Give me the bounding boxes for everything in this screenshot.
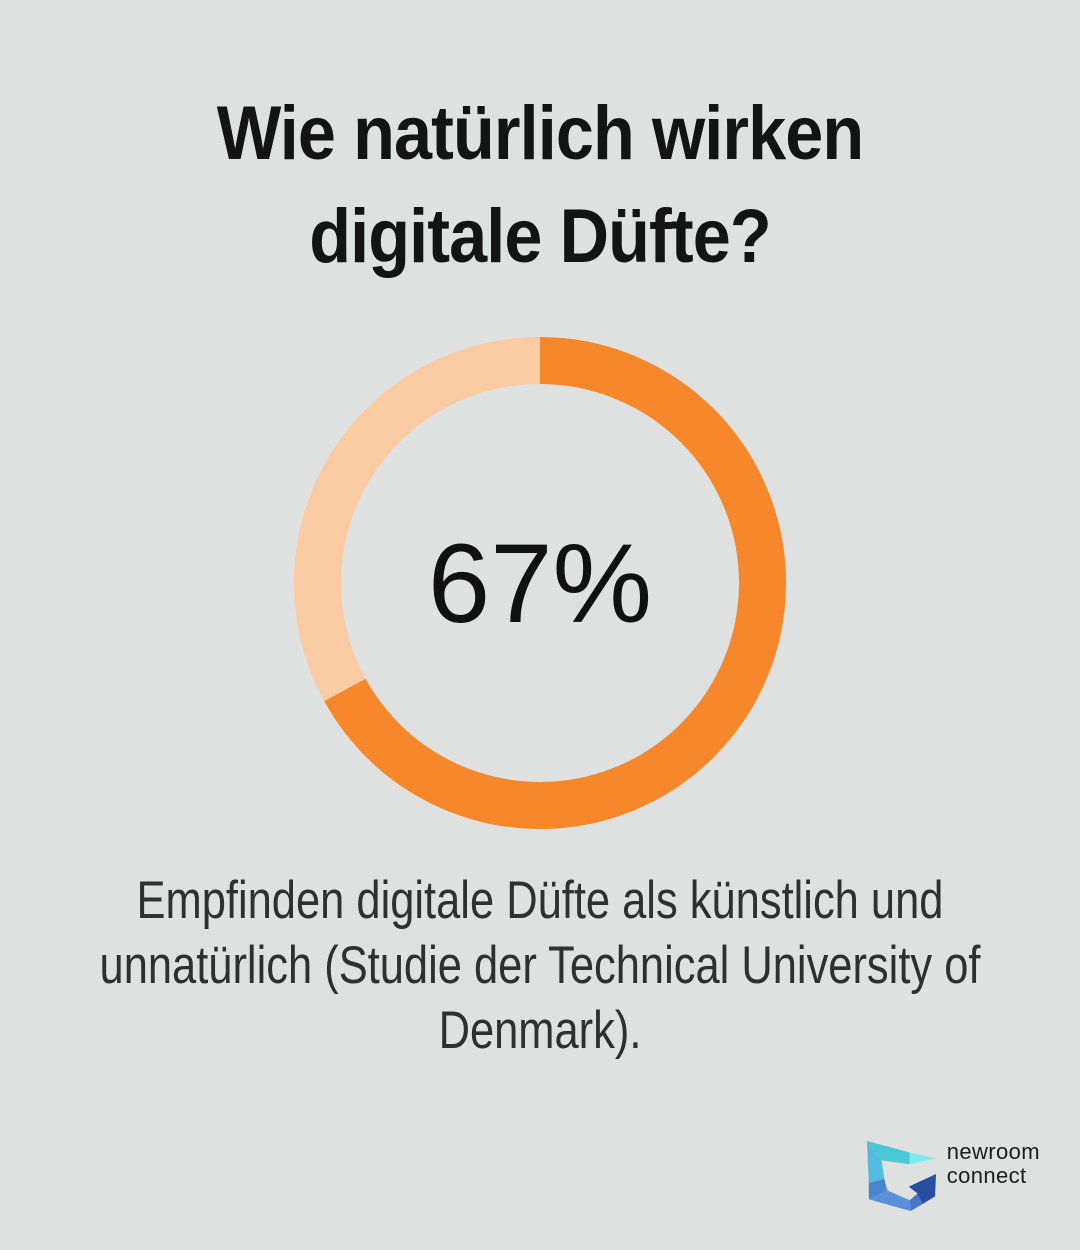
logo-text-connect: connect [946,1163,1027,1188]
logo-facet-left-upper [866,1140,885,1183]
logo-facet-top-tip [909,1152,936,1165]
logo-text-newroom: newroom [946,1139,1040,1164]
brand-logo: newroom connect [861,1134,1040,1212]
logo-facet-tail-join [909,1193,923,1211]
page-title: Wie natürlich wirken digitale Düfte? [54,82,1026,288]
logo-facet-bottom [868,1190,911,1211]
donut-rings [294,337,786,829]
page-title-line-2: digitale Düfte? [309,194,771,279]
newroom-connect-logo-icon [866,1140,936,1211]
logo-facet-tail-fold [908,1173,936,1205]
caption: Empfinden digitale Düfte als künstlich u… [97,868,983,1063]
donut-chart: 67% [294,337,786,829]
logo-facet-left-lower [868,1178,888,1200]
logo-facet-top [866,1140,910,1165]
donut-segment-value [294,337,786,829]
caption-line-3: Denmark). [438,1001,642,1060]
logo-wordmark: newroom connect [947,1140,1040,1188]
caption-line-2: unnatürlich (Studie der Technical Univer… [99,936,981,995]
caption-line-1: Empfinden digitale Düfte als künstlich u… [136,871,944,930]
page-title-line-1: Wie natürlich wirken [216,91,864,176]
percent-label: 67% [427,520,653,646]
